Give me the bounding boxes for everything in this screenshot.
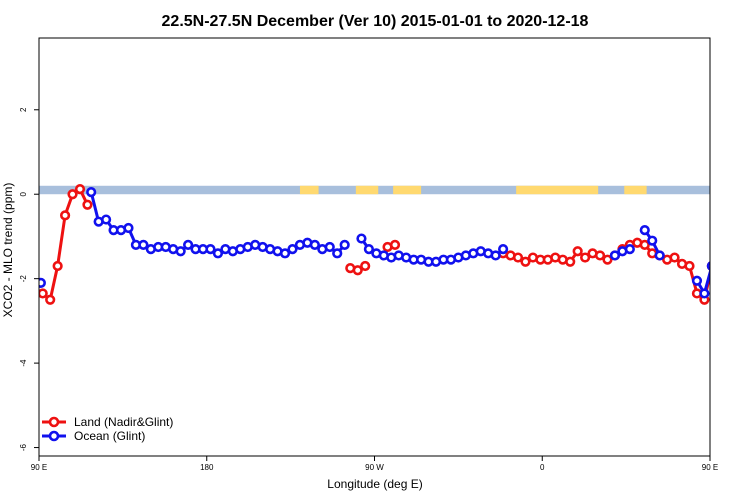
data-point: [490, 250, 501, 261]
data-point: [745, 233, 750, 241]
data-point: [212, 248, 224, 259]
data-point: [309, 239, 320, 250]
x-tick-label: 90 E: [702, 463, 718, 472]
data-point: [609, 250, 621, 261]
x-axis-label: Longitude (deg E): [327, 477, 422, 491]
land-band-segment: [355, 185, 379, 195]
data-point: [279, 248, 291, 259]
data-point: [52, 260, 63, 272]
land-ocean-band: [39, 185, 710, 195]
data-point: [594, 250, 606, 261]
series-line: [695, 267, 710, 295]
data-point: [498, 244, 509, 255]
series-layer: [39, 184, 750, 305]
data-point: [332, 248, 343, 259]
data-point: [647, 235, 658, 246]
data-point: [706, 261, 710, 271]
y-tick-label: 0: [19, 191, 28, 196]
data-point: [691, 275, 703, 286]
x-tick-label: 90 W: [365, 463, 384, 472]
y-axis: 2 0 -2 -4 -6: [19, 107, 39, 451]
x-axis: 90 E 180 90 W 0 90 E: [31, 456, 718, 472]
data-point: [602, 254, 613, 265]
data-point: [100, 214, 112, 225]
data-point: [512, 252, 524, 263]
data-point: [324, 241, 335, 253]
land-band-segment: [624, 185, 647, 195]
data-point: [624, 244, 635, 255]
data-point: [738, 218, 746, 226]
data-point: [639, 239, 650, 250]
y-tick-label: 2: [19, 107, 28, 112]
data-point: [738, 201, 746, 209]
data-point: [730, 188, 738, 196]
legend-item: Land (Nadir&Glint): [42, 415, 173, 429]
series-group: [39, 187, 750, 299]
chart-title: 22.5N-27.5N December (Ver 10) 2015-01-01…: [162, 13, 589, 30]
data-point: [389, 239, 401, 250]
data-point: [723, 190, 731, 198]
y-tick-label: -6: [19, 443, 28, 451]
data-point: [639, 225, 650, 236]
legend-label: Ocean (Glint): [74, 429, 145, 443]
data-point: [67, 189, 78, 200]
land-band-segment: [516, 185, 599, 195]
legend: Land (Nadir&Glint)Ocean (Glint): [42, 415, 173, 443]
y-tick-label: -4: [19, 359, 28, 367]
data-point: [356, 233, 367, 244]
data-point: [339, 239, 350, 250]
data-point: [138, 239, 149, 250]
y-tick-label: -2: [19, 275, 28, 283]
data-point: [123, 222, 134, 234]
data-point: [59, 210, 71, 221]
data-point: [699, 288, 710, 299]
data-point: [730, 185, 738, 193]
data-point: [175, 246, 186, 257]
y-axis-label: XCO2 - MLO trend (ppm): [1, 183, 15, 318]
data-point: [684, 260, 695, 272]
data-point: [183, 239, 194, 250]
data-point: [39, 288, 48, 299]
data-point: [287, 244, 298, 255]
data-point: [572, 246, 583, 257]
data-point: [669, 252, 680, 263]
data-point: [363, 244, 375, 255]
legend-swatch-marker: [48, 430, 60, 442]
data-point: [205, 244, 216, 255]
legend-label: Land (Nadir&Glint): [74, 415, 173, 429]
data-point: [352, 265, 363, 276]
data-point: [654, 250, 665, 261]
data-point: [716, 209, 724, 217]
data-point: [45, 294, 56, 305]
data-point: [520, 256, 531, 267]
data-point: [580, 252, 591, 263]
data-point: [82, 199, 93, 210]
land-band-segment: [393, 185, 422, 195]
legend-swatch-marker: [48, 416, 60, 428]
data-point: [86, 187, 97, 198]
data-point: [716, 212, 724, 220]
data-point: [565, 256, 576, 267]
data-point: [745, 216, 750, 224]
legend-item: Ocean (Glint): [42, 429, 145, 443]
x-tick-label: 0: [540, 463, 545, 472]
x-tick-label: 90 E: [31, 463, 47, 472]
data-point: [360, 260, 371, 272]
data-point: [74, 184, 86, 195]
land-band-segment: [299, 185, 319, 195]
series-line: [41, 187, 89, 302]
x-tick-label: 180: [200, 463, 214, 472]
data-point: [39, 277, 46, 288]
data-point: [723, 190, 731, 198]
